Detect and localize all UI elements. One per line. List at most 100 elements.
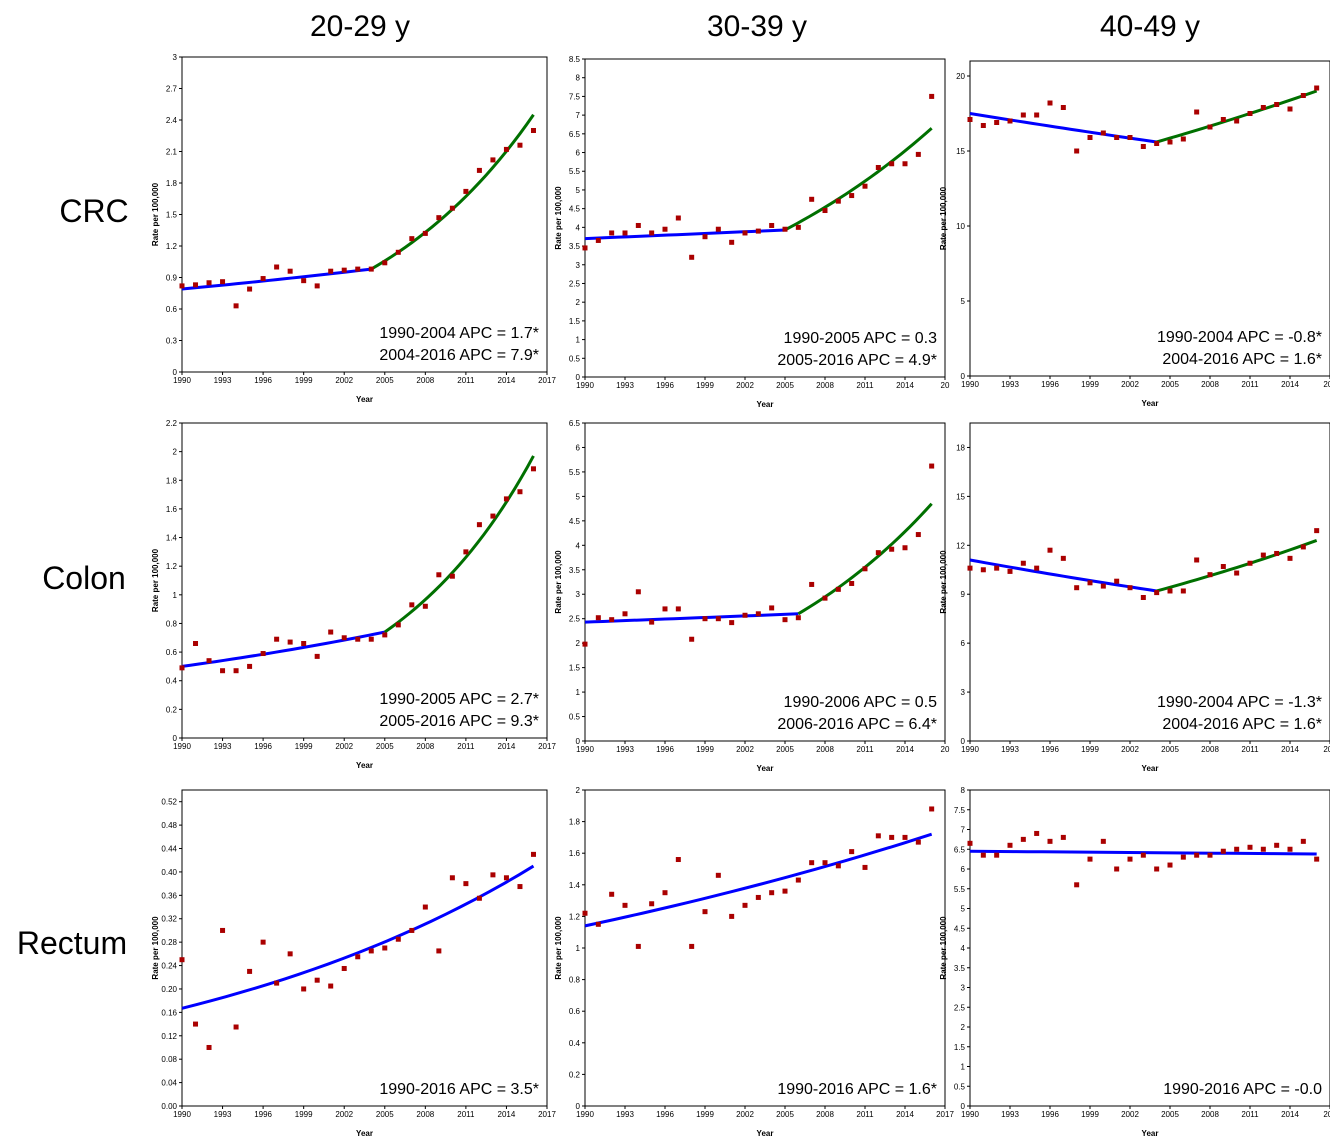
data-point: [929, 806, 935, 812]
data-point: [1287, 106, 1293, 112]
data-point: [662, 226, 668, 232]
y-tick-label: 20: [956, 72, 965, 81]
data-point: [702, 616, 708, 622]
data-point: [782, 888, 788, 894]
y-tick-label: 0.6: [166, 648, 178, 657]
data-point: [862, 183, 868, 189]
data-point: [463, 188, 469, 194]
y-tick-label: 1.2: [569, 912, 581, 921]
data-point: [1287, 846, 1293, 852]
data-point: [742, 230, 748, 236]
plot-frame: [969, 789, 1330, 1107]
x-tick-label: 2014: [1281, 380, 1299, 389]
data-point: [835, 198, 841, 204]
x-tick-label: 1993: [616, 745, 634, 754]
data-point: [179, 283, 185, 289]
data-point: [1154, 141, 1160, 146]
x-tick-label: 2008: [816, 1110, 834, 1119]
apc-annotation: 1990-2005 APC = 2.7*: [379, 691, 539, 708]
y-tick-label: 18: [956, 443, 965, 452]
y-tick-label: 12: [956, 541, 965, 550]
y-tick-label: 0.52: [161, 798, 177, 807]
data-point: [328, 629, 334, 635]
data-point: [1314, 528, 1320, 534]
y-tick-label: 0: [173, 368, 178, 377]
y-tick-label: 1: [576, 944, 581, 953]
data-point: [1207, 852, 1213, 858]
plot-frame: [969, 422, 1330, 742]
y-tick-label: 1: [173, 591, 178, 600]
data-point: [702, 234, 708, 240]
data-point: [1167, 139, 1173, 145]
y-tick-label: 0.28: [161, 938, 177, 947]
y-tick-label: 0: [961, 372, 966, 381]
data-point: [517, 142, 523, 148]
x-tick-label: 201: [1323, 745, 1330, 754]
y-tick-label: 0.48: [161, 821, 177, 830]
data-point: [782, 617, 788, 623]
y-axis-label: Rate per 100,000: [554, 186, 563, 250]
data-point: [622, 902, 628, 908]
row-label-crc: CRC: [59, 193, 129, 229]
data-point: [1007, 568, 1013, 574]
data-point: [1194, 852, 1200, 858]
y-tick-label: 1.5: [569, 664, 581, 673]
trend-line: [969, 849, 1317, 856]
x-tick-label: 1996: [1041, 745, 1059, 754]
x-tick-label: 1999: [295, 1110, 313, 1119]
row-label-colon: Colon: [42, 560, 126, 596]
y-tick-label: 5: [961, 297, 966, 306]
x-tick-label: 2014: [498, 1110, 516, 1119]
x-tick-label: 2002: [736, 381, 754, 390]
data-point: [849, 849, 855, 855]
x-tick-label: 2002: [335, 376, 353, 385]
apc-annotation: 1990-2004 APC = 1.7*: [379, 325, 539, 342]
y-tick-label: 4: [576, 541, 581, 550]
chart-rectum-30-39: 1990 1993 1996 1999 2002 2005 2008 2011 2014 2017…: [554, 786, 954, 1138]
trend-line: [784, 127, 933, 232]
data-point: [382, 260, 388, 266]
y-tick-label: 3.5: [954, 964, 966, 973]
y-tick-label: 2: [961, 1023, 966, 1032]
apc-annotation: 2005-2016 APC = 9.3*: [379, 713, 539, 730]
x-tick-label: 2008: [416, 1110, 434, 1119]
data-point: [715, 226, 721, 232]
y-tick-label: 5: [576, 186, 581, 195]
data-point: [809, 581, 815, 587]
data-point: [1300, 93, 1306, 98]
y-tick-label: 0: [576, 1102, 581, 1111]
y-tick-label: 15: [956, 147, 965, 156]
data-point: [476, 167, 482, 173]
x-tick-label: 2008: [416, 742, 434, 751]
data-point: [490, 513, 496, 519]
data-point: [849, 193, 855, 199]
y-tick-label: 2: [173, 448, 178, 457]
data-point: [1274, 550, 1280, 556]
trend-line: [969, 112, 1157, 144]
x-tick-label: 2014: [1281, 745, 1299, 754]
data-point: [1314, 85, 1320, 91]
apc-annotation: 1990-2006 APC = 0.5: [784, 694, 938, 711]
y-tick-label: 2: [576, 639, 581, 648]
data-point: [287, 639, 293, 645]
chart-crc-40-49: 1990199319961999200220052008201120142010…: [939, 60, 1330, 408]
data-point: [1087, 856, 1093, 862]
data-point: [862, 864, 868, 870]
y-tick-label: 0.4: [569, 1039, 581, 1048]
data-point: [1207, 124, 1213, 130]
data-point: [395, 249, 401, 255]
trend-line: [181, 267, 372, 291]
x-tick-label: 2011: [457, 376, 475, 385]
data-point: [1047, 838, 1053, 844]
data-point: [1287, 555, 1293, 561]
data-point: [301, 641, 307, 646]
chart-rectum-20-29: 1990 1993 1996 1999 2002 2005 2008 2011 2014 2017…: [151, 789, 556, 1138]
data-point: [675, 606, 681, 612]
data-point: [1207, 572, 1213, 578]
data-point: [862, 566, 868, 572]
data-point: [517, 489, 523, 495]
data-point: [1007, 842, 1013, 848]
y-tick-label: 3: [961, 984, 966, 993]
chart-colon-40-49: 1990 1993 1996 1999 2002 2005 2008 2011 2014 201 0…: [939, 422, 1330, 773]
data-point: [274, 980, 280, 986]
